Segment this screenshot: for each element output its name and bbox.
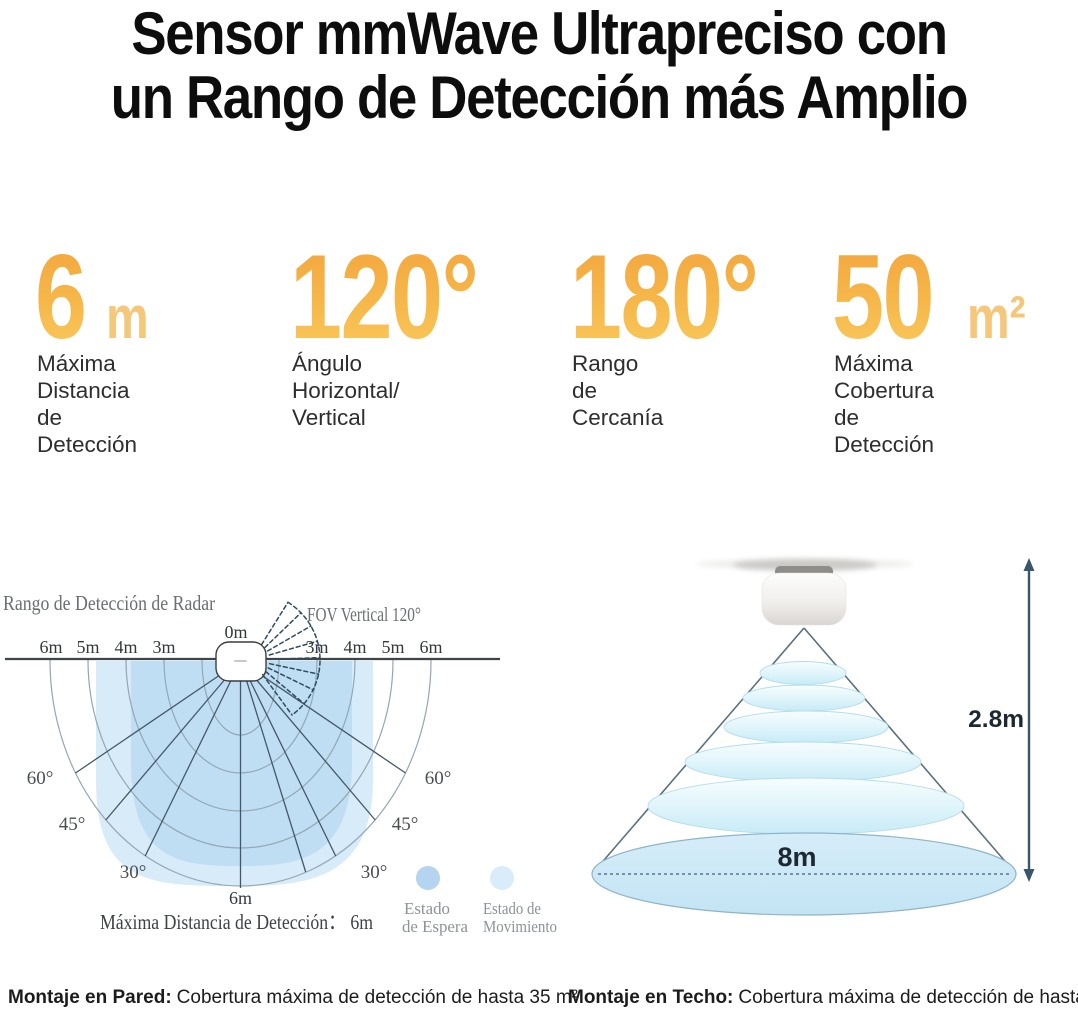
- radar-title: Rango de Detección de Radar: [3, 591, 215, 615]
- page-title: Sensor mmWave Ultrapreciso con un Rango …: [0, 2, 1078, 130]
- stat-value-row: 50 m²: [832, 228, 1041, 364]
- svg-text:60°: 60°: [27, 768, 54, 789]
- svg-text:60°: 60°: [425, 768, 452, 789]
- page-title-line2: un Rango de Detección más Amplio: [110, 64, 969, 131]
- svg-text:Estado: Estado: [404, 899, 450, 918]
- radar-caption: Máxima Distancia de Detección： 6m: [100, 910, 373, 934]
- svg-text:5m: 5m: [76, 637, 99, 657]
- stat-unit: m²: [967, 284, 1027, 351]
- angle-labels: 60° 45° 30° 60° 45° 30°: [27, 768, 452, 883]
- svg-text:6m: 6m: [419, 637, 442, 657]
- legend-dot-movement: [490, 866, 514, 890]
- max-distance-value: 6m: [229, 888, 252, 908]
- svg-text:Estado de: Estado de: [483, 899, 541, 918]
- svg-text:3m: 3m: [305, 637, 328, 657]
- stat-value: 180°: [570, 230, 759, 364]
- standby-area: [131, 661, 352, 866]
- footer-wall-mount-text: Cobertura máxima de detección de hasta 3…: [176, 987, 578, 1008]
- legend-labels: Estado de Espera Estado de Movimiento: [402, 899, 557, 936]
- svg-text:6m: 6m: [39, 637, 62, 657]
- stat-value: 6: [35, 230, 87, 364]
- footer-wall-mount-title: Montaje en Pared:: [8, 987, 172, 1008]
- svg-text:30°: 30°: [120, 862, 147, 883]
- ceiling-sensor-icon: [761, 566, 847, 626]
- svg-text:45°: 45°: [392, 814, 419, 835]
- footer-ceiling-mount: Montaje en Techo: Cobertura máxima de det…: [568, 987, 1078, 1009]
- height-arrow-icon: [1023, 558, 1035, 882]
- stat-value-row: 6 m: [35, 228, 159, 364]
- svg-text:Movimiento: Movimiento: [483, 917, 557, 936]
- fov-fan-icon: [260, 601, 321, 716]
- footer-ceiling-mount-title: Montaje en Techo:: [568, 987, 734, 1008]
- svg-text:de Espera: de Espera: [402, 917, 468, 936]
- stat-unit: m: [105, 284, 149, 351]
- fov-label: FOV Vertical 120°: [307, 604, 421, 626]
- page-title-line1: Sensor mmWave Ultrapreciso con: [131, 0, 948, 67]
- sensor-mark: [234, 660, 247, 662]
- stat-label: Ángulo Horizontal/ Vertical: [292, 351, 400, 430]
- radar-range-diagram: Rango de Detección de Radar FOV Vertical…: [3, 591, 557, 936]
- svg-text:45°: 45°: [59, 814, 86, 835]
- height-label: 2.8m: [968, 706, 1024, 733]
- svg-text:5m: 5m: [381, 637, 404, 657]
- svg-text:4m: 4m: [114, 637, 137, 657]
- stat-value-row: 180°: [570, 228, 816, 364]
- svg-text:4m: 4m: [343, 637, 366, 657]
- svg-text:30°: 30°: [361, 862, 388, 883]
- footer-ceiling-mount-text: Cobertura máxima de detección de hasta 5…: [738, 987, 1078, 1008]
- legend-dot-standby: [416, 866, 440, 890]
- svg-text:3m: 3m: [152, 637, 175, 657]
- ceiling-shadow-inner: [733, 559, 877, 571]
- angle-lines: [75, 660, 406, 888]
- ceiling-mount-diagram: 8m 2.8m: [591, 558, 1035, 916]
- diameter-label: 8m: [777, 842, 816, 872]
- stat-label: Máxima Distancia de Detección: [37, 351, 138, 457]
- footer-wall-mount: Montaje en Pared: Cobertura máxima de det…: [8, 987, 578, 1009]
- ruler-labels: 6m 5m 4m 3m 3m 4m 5m 6m: [39, 637, 442, 657]
- stat-value: 120°: [290, 230, 479, 364]
- origin-label: 0m: [224, 622, 247, 642]
- stat-label: Máxima Cobertura de Detección: [834, 351, 935, 457]
- stat-value: 50: [832, 230, 935, 364]
- stat-value-row: 120°: [290, 228, 536, 364]
- detection-discs: [647, 661, 965, 835]
- stat-label: Rango de Cercanía: [572, 351, 664, 430]
